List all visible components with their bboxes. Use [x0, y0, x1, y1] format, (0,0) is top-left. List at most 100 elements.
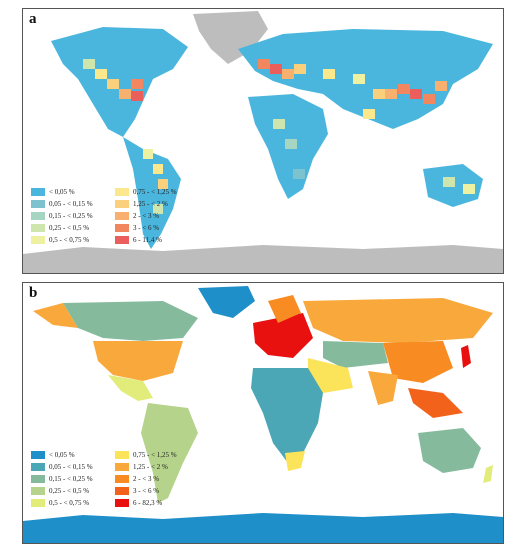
- grid-cell: [410, 89, 422, 99]
- legend-swatch: [115, 236, 129, 244]
- legend-swatch: [115, 499, 129, 507]
- grid-cell: [398, 84, 410, 94]
- grid-cell: [385, 89, 397, 99]
- grid-cell: [107, 79, 119, 89]
- legend-a: < 0,05 % 0,75 - < 1,25 % 0,05 - < 0,15 %…: [31, 187, 185, 245]
- legend-item: 2 - < 3 %: [115, 474, 185, 484]
- grid-cell: [153, 204, 163, 214]
- country-world-map: [23, 286, 503, 543]
- legend-swatch: [31, 224, 45, 232]
- legend-swatch: [31, 487, 45, 495]
- legend-item: 3 - < 6 %: [115, 486, 185, 496]
- china-region: [383, 341, 453, 383]
- legend-item: 6 - 11,4 %: [115, 235, 185, 245]
- africa-region: [251, 368, 323, 463]
- legend-swatch: [115, 200, 129, 208]
- grid-cell: [131, 91, 143, 101]
- legend-swatch: [115, 188, 129, 196]
- legend-item: 0,25 - < 0,5 %: [31, 486, 101, 496]
- legend-swatch: [115, 451, 129, 459]
- alaska-region: [33, 303, 78, 328]
- legend-swatch: [115, 475, 129, 483]
- legend-item: 0,5 - < 0,75 %: [31, 235, 101, 245]
- antarctica-landmass: [23, 245, 503, 273]
- grid-cell: [131, 79, 143, 89]
- legend-item: 0,15 - < 0,25 %: [31, 474, 101, 484]
- legend-b: < 0,05 % 0,75 - < 1,25 % 0,05 - < 0,15 %…: [31, 450, 185, 508]
- grid-cell: [282, 69, 294, 79]
- scandinavia-region: [268, 295, 301, 323]
- legend-swatch: [31, 499, 45, 507]
- legend-swatch: [31, 200, 45, 208]
- grid-cell: [363, 109, 375, 119]
- grid-cell: [143, 149, 153, 159]
- grid-cell: [435, 81, 447, 91]
- south-america-landmass: [123, 137, 181, 249]
- legend-swatch: [31, 475, 45, 483]
- australia-region: [418, 428, 481, 473]
- country-layer: [23, 286, 503, 543]
- central-asia-region: [323, 341, 388, 368]
- grid-cell: [294, 64, 306, 74]
- legend-item: 0,25 - < 0,5 %: [31, 223, 101, 233]
- legend-item: 0,5 - < 0,75 %: [31, 498, 101, 508]
- mexico-region: [108, 375, 153, 401]
- panel-label: b: [29, 285, 38, 301]
- grid-cell: [285, 139, 297, 149]
- legend-swatch: [115, 212, 129, 220]
- grid-cell: [270, 64, 282, 74]
- legend-item: 3 - < 6 %: [115, 223, 185, 233]
- usa-region: [93, 341, 183, 381]
- europe-region: [253, 313, 313, 358]
- russia-region: [303, 298, 493, 343]
- legend-swatch: [31, 188, 45, 196]
- grid-cell: [423, 94, 435, 104]
- legend-item: 0,05 - < 0,15 %: [31, 199, 101, 209]
- grid-cell: [463, 184, 475, 194]
- emission-cells-a: [83, 59, 475, 214]
- legend-item: 6 - 82,3 %: [115, 498, 185, 508]
- legend-swatch: [115, 487, 129, 495]
- legend-item: 1,25 - < 2 %: [115, 199, 185, 209]
- greenland-region: [198, 286, 255, 318]
- japan-region: [461, 345, 471, 368]
- map-panel-a: a < 0,05 % 0,75 - < 1,25 % 0,05 - < 0,15…: [22, 8, 504, 274]
- grid-cell: [353, 74, 365, 84]
- grid-cell: [119, 89, 131, 99]
- legend-item: < 0,05 %: [31, 187, 101, 197]
- south-america-region: [141, 403, 198, 503]
- legend-swatch: [31, 236, 45, 244]
- legend-item: < 0,05 %: [31, 450, 101, 460]
- southeast-asia-region: [408, 388, 463, 418]
- grid-cell: [95, 69, 107, 79]
- legend-swatch: [115, 463, 129, 471]
- legend-item: 1,25 - < 2 %: [115, 462, 185, 472]
- grid-cell: [323, 69, 335, 79]
- legend-swatch: [31, 451, 45, 459]
- legend-item: 0,05 - < 0,15 %: [31, 462, 101, 472]
- grid-cell: [273, 119, 285, 129]
- grid-cell: [443, 177, 455, 187]
- south-africa-region: [285, 451, 305, 471]
- north-america-landmass: [51, 27, 188, 137]
- legend-swatch: [115, 224, 129, 232]
- legend-item: 0,75 - < 1,25 %: [115, 450, 185, 460]
- canada-region: [63, 301, 198, 341]
- grid-cell: [153, 164, 163, 174]
- antarctica-region: [23, 513, 503, 543]
- grid-cell: [373, 89, 385, 99]
- grid-cell: [83, 59, 95, 69]
- gridded-world-map: [23, 11, 503, 273]
- legend-swatch: [31, 463, 45, 471]
- india-region: [368, 371, 398, 405]
- legend-swatch: [31, 212, 45, 220]
- legend-item: 2 - < 3 %: [115, 211, 185, 221]
- grid-cell: [293, 169, 305, 179]
- map-panel-b: b < 0,05 % 0,75 - < 1,25 % 0,05 - < 0,15…: [22, 282, 504, 544]
- panel-label: a: [29, 11, 37, 27]
- grid-cell: [158, 179, 168, 189]
- new-zealand-region: [483, 465, 493, 483]
- legend-item: 0,75 - < 1,25 %: [115, 187, 185, 197]
- legend-item: 0,15 - < 0,25 %: [31, 211, 101, 221]
- middle-east-region: [308, 358, 353, 393]
